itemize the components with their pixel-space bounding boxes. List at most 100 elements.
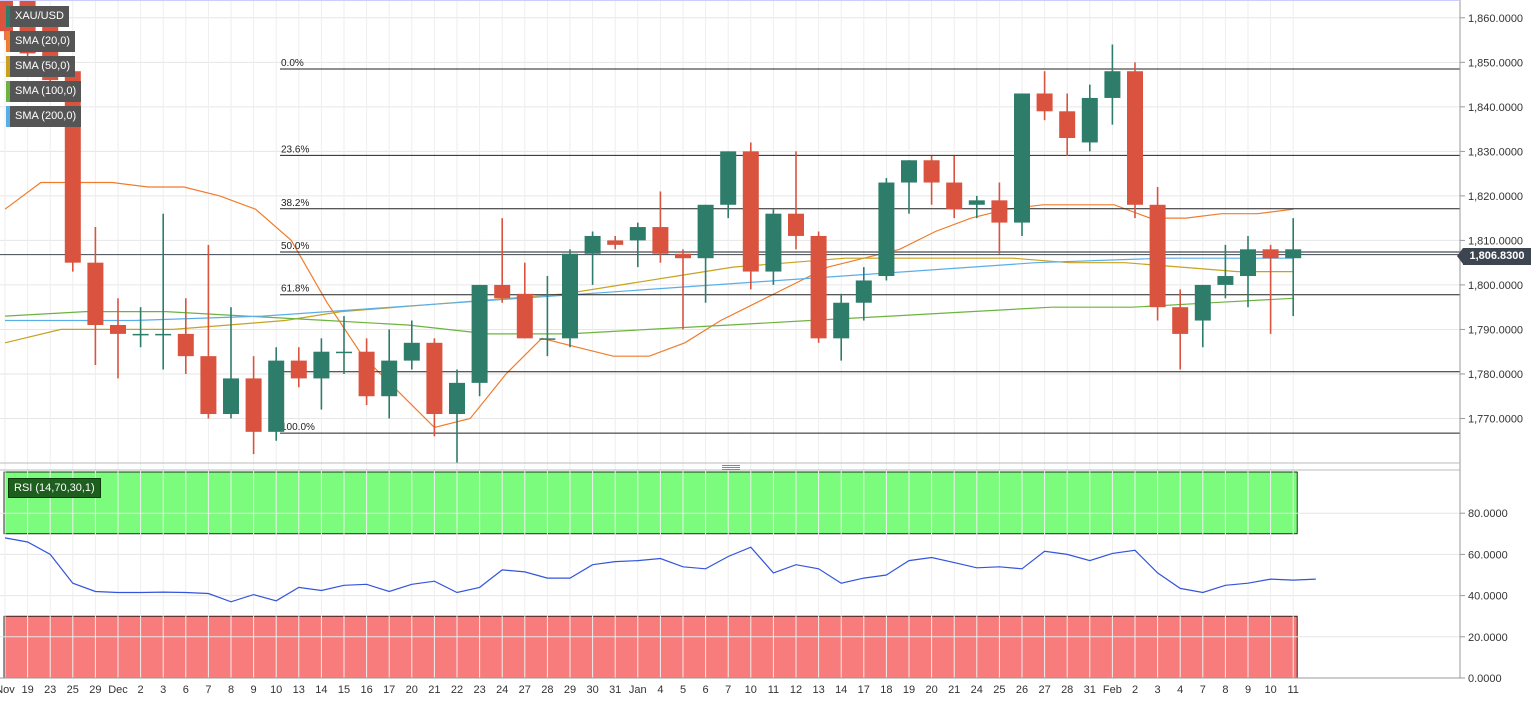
candle-down: [516, 293, 533, 339]
rsi-tick-label: 80.0000: [1468, 508, 1508, 520]
fib-level-label: 61.8%: [281, 284, 309, 295]
candle-down: [923, 160, 940, 183]
date-tick-label: 24: [496, 684, 508, 696]
sma-100-label: SMA (100,0): [10, 81, 82, 102]
fib-level-label: 50.0%: [281, 241, 309, 252]
fibonacci-levels: 0.0% 23.6% 38.2% 50.0% 61.8% 100.0%: [0, 58, 1460, 434]
sma-line: [4, 181, 1294, 429]
candle-up: [765, 213, 782, 272]
candle-down: [358, 351, 375, 397]
date-tick-label: 29: [564, 684, 576, 696]
date-tick-label: 3: [1155, 684, 1161, 696]
rsi-tick-label: 20.0000: [1468, 632, 1508, 644]
date-tick-label: 7: [205, 684, 211, 696]
date-tick-label: 4: [657, 684, 663, 696]
date-tick-label: 6: [183, 684, 189, 696]
date-tick-label: Jan: [629, 684, 647, 696]
candle-down: [1262, 249, 1279, 259]
date-tick-label: 28: [1061, 684, 1073, 696]
sma-line: [5, 257, 1294, 322]
fib-level-label: 100.0%: [281, 422, 315, 433]
candle-down: [245, 378, 262, 432]
rsi-indicator-label[interactable]: RSI (14,70,30,1): [8, 478, 101, 498]
candle-down: [200, 356, 217, 415]
candle-down: [652, 227, 669, 254]
rsi-axis-ticks: 0.0000 20.0000 40.0000 60.0000 80.0000: [1460, 508, 1508, 685]
legend-sma-200[interactable]: SMA (200,0): [6, 106, 82, 127]
rsi-tick-label: 40.0000: [1468, 591, 1508, 603]
legend-sma-50[interactable]: SMA (50,0): [6, 56, 81, 77]
date-tick-label: 7: [725, 684, 731, 696]
candle-up: [1240, 249, 1256, 277]
date-tick-label: 20: [925, 684, 937, 696]
candle-up: [268, 360, 285, 432]
price-tick-label: 1,790.0000: [1468, 324, 1523, 336]
price-tick-label: 1,840.0000: [1468, 102, 1523, 114]
date-tick-label: 27: [519, 684, 531, 696]
candle-up: [855, 280, 872, 303]
date-tick-label: 11: [1287, 684, 1298, 696]
candle-down: [810, 235, 827, 339]
last-price-badge: 1,806.8300: [1457, 248, 1531, 265]
sma-50-label: SMA (50,0): [10, 56, 76, 77]
rsi-zones: [3, 471, 1298, 679]
date-tick-label: 17: [383, 684, 395, 696]
date-tick-label: Dec: [108, 684, 128, 696]
date-tick-label: Feb: [1103, 684, 1122, 696]
rsi-tick-label: 0.0000: [1468, 673, 1502, 685]
date-tick-label: 10: [1264, 684, 1276, 696]
candle-down: [290, 360, 307, 379]
fib-level-label: 23.6%: [281, 144, 309, 155]
candle-up: [223, 378, 239, 415]
candle-up: [901, 160, 917, 183]
date-tick-label: 10: [270, 684, 282, 696]
candle-up: [1014, 93, 1030, 223]
legend-sma-100[interactable]: SMA (100,0): [6, 81, 82, 102]
date-tick-label: 12: [790, 684, 802, 696]
date-tick-label: 13: [812, 684, 824, 696]
candle-down: [675, 253, 691, 259]
date-tick-label: 25: [993, 684, 1005, 696]
candle-down: [788, 213, 804, 236]
price-tick-label: 1,820.0000: [1468, 191, 1523, 203]
panel-resize-handle[interactable]: [722, 465, 740, 471]
candles: [0, 0, 1302, 463]
candle-down: [607, 240, 624, 245]
rsi-oversold-zone: [3, 615, 1298, 679]
candle-up: [1217, 276, 1234, 285]
candle-down: [177, 333, 194, 357]
date-tick-label: 21: [428, 684, 440, 696]
date-tick-label: 14: [315, 684, 327, 696]
candle-up: [878, 182, 895, 277]
rsi-series-line: [4, 537, 1316, 603]
sma-100-swatch: [6, 81, 10, 102]
candle-up: [562, 253, 578, 339]
legend-instrument[interactable]: XAU/USD: [6, 6, 81, 27]
date-tick-label: 18: [880, 684, 892, 696]
rsi-overbought-zone: [3, 471, 1298, 535]
date-tick-label: 8: [228, 684, 234, 696]
candle-down: [494, 284, 511, 299]
date-tick-label: 2: [138, 684, 144, 696]
date-tick-label: 2: [1132, 684, 1138, 696]
sma-200-swatch: [6, 106, 10, 127]
date-tick-label: 31: [1084, 684, 1096, 696]
legend-sma-20[interactable]: SMA (20,0): [6, 31, 81, 52]
main-panel-background: [0, 0, 1460, 463]
sma-line: [4, 297, 1294, 335]
candle-up: [1081, 97, 1098, 143]
candle-up: [381, 360, 398, 397]
sma-20-swatch: [6, 31, 10, 52]
date-tick-label: 5: [680, 684, 686, 696]
candle-up: [403, 342, 420, 361]
date-tick-label: Nov: [0, 684, 15, 696]
date-tick-label: 3: [160, 684, 166, 696]
sma-200-label: SMA (200,0): [10, 106, 82, 127]
date-tick-label: 13: [293, 684, 305, 696]
price-tick-label: 1,860.0000: [1468, 13, 1523, 25]
price-tick-label: 1,830.0000: [1468, 146, 1523, 158]
fib-level-label: 0.0%: [281, 58, 304, 69]
date-axis-ticks: Nov19232529Dec23678910131415161720212223…: [0, 684, 1299, 696]
candle-up: [629, 227, 646, 241]
date-tick-label: 26: [1016, 684, 1028, 696]
